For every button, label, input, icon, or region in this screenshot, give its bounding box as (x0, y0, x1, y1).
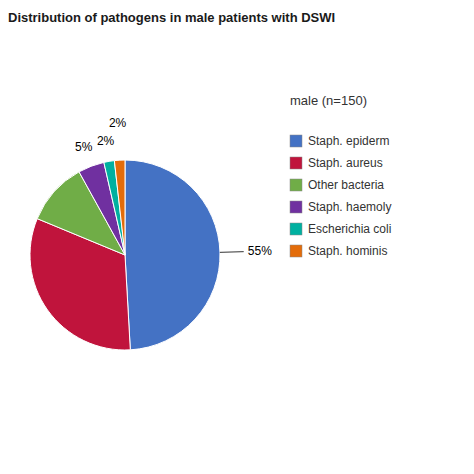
legend-swatch (290, 223, 302, 235)
legend-item: Staph. hominis (290, 244, 387, 258)
chart-title: Distribution of pathogens in male patien… (8, 10, 335, 25)
data-label: 5% (75, 140, 93, 154)
legend-item: Other bacteria (290, 178, 384, 192)
pie-slice (104, 161, 125, 255)
legend-swatch (290, 157, 302, 169)
legend-swatch (290, 135, 302, 147)
data-label: 55% (248, 244, 272, 258)
pie (30, 160, 220, 350)
legend-swatch (290, 179, 302, 191)
pie-slice (114, 160, 125, 255)
legend-label: Staph. epiderm (308, 134, 389, 148)
legend-label: Staph. haemoly (308, 200, 391, 214)
legend-item: Escherichia coli (290, 222, 391, 236)
legend-label: Escherichia coli (308, 222, 391, 236)
legend-label: Staph. hominis (308, 244, 387, 258)
legend-item: Staph. aureus (290, 156, 383, 170)
subtitle: male (n=150) (290, 93, 367, 108)
data-label: 2% (109, 116, 127, 130)
pie-slice (125, 160, 220, 350)
legend-label: Staph. aureus (308, 156, 383, 170)
legend-item: Staph. epiderm (290, 134, 389, 148)
chart-svg: Distribution of pathogens in male patien… (0, 0, 474, 474)
legend-swatch (290, 245, 302, 257)
legend: male (n=150) Staph. epiderm Staph. aureus O… (290, 93, 391, 258)
leader-line (220, 251, 244, 253)
legend-item: Staph. haemoly (290, 200, 391, 214)
data-labels: 55% 5% 2% 2% (75, 116, 272, 258)
legend-label: Other bacteria (308, 178, 384, 192)
legend-swatch (290, 201, 302, 213)
data-label: 2% (97, 134, 115, 148)
